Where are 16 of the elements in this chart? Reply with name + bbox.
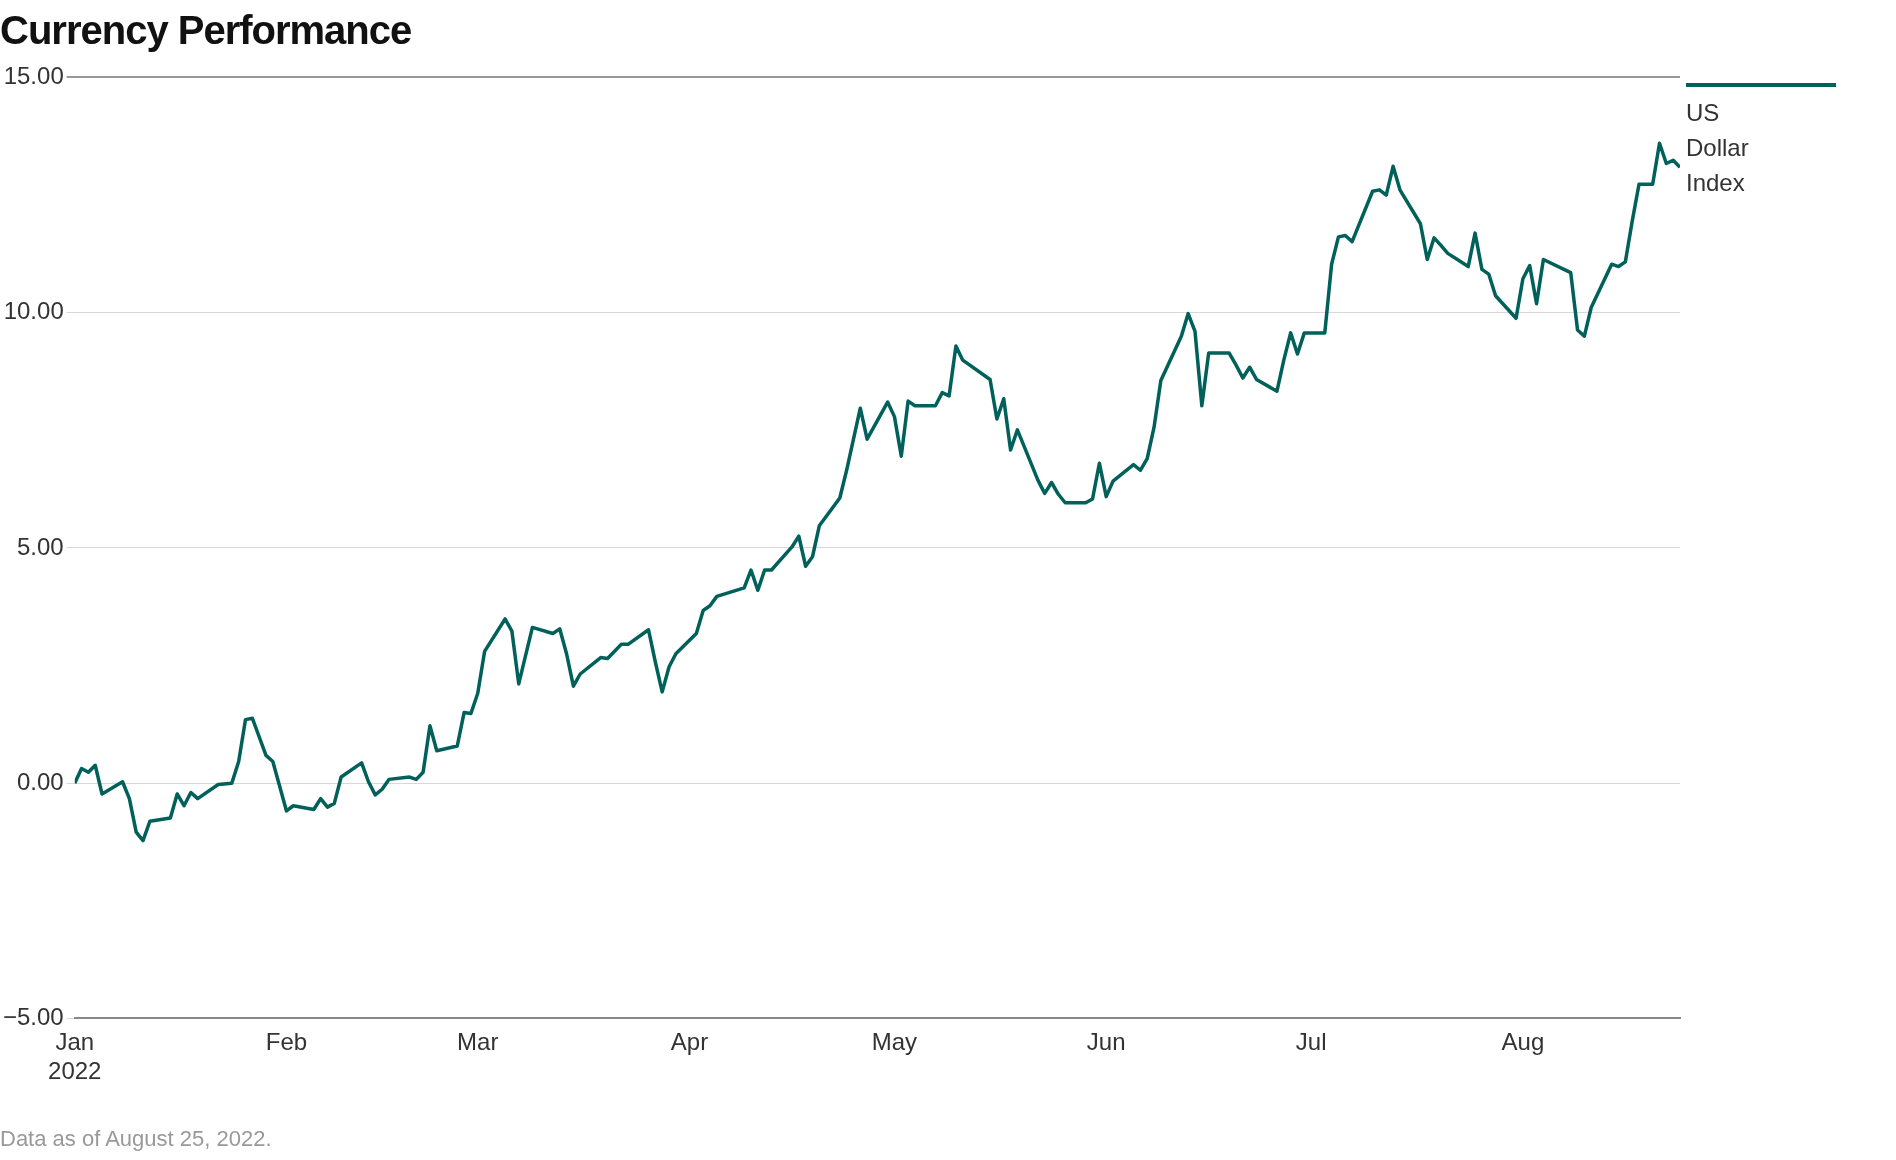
y-tick-label: 15.00 — [3, 62, 64, 90]
y-tick-label: −5.00 — [2, 1003, 64, 1031]
x-tick-label: Mar — [457, 1028, 499, 1056]
x-tick-label: Apr — [670, 1028, 709, 1056]
x-tick-label: Jun — [1086, 1028, 1126, 1056]
y-tick-label: 0.00 — [17, 767, 64, 795]
y-tick-label: 10.00 — [3, 297, 64, 325]
x-tick-label: Jan 2022 — [48, 1028, 102, 1085]
x-tick-label: Jul — [1295, 1028, 1327, 1056]
x-tick-label: Feb — [265, 1028, 308, 1056]
x-tick-label: Aug — [1501, 1028, 1545, 1056]
series-label: US Dollar Index — [1686, 98, 1750, 198]
y-tick-label: 5.00 — [17, 532, 64, 560]
x-tick-label: May — [871, 1028, 918, 1056]
text: Data as of August 25, 2022. — [0, 1126, 272, 1152]
chart-title: Currency Performance — [0, 8, 412, 53]
